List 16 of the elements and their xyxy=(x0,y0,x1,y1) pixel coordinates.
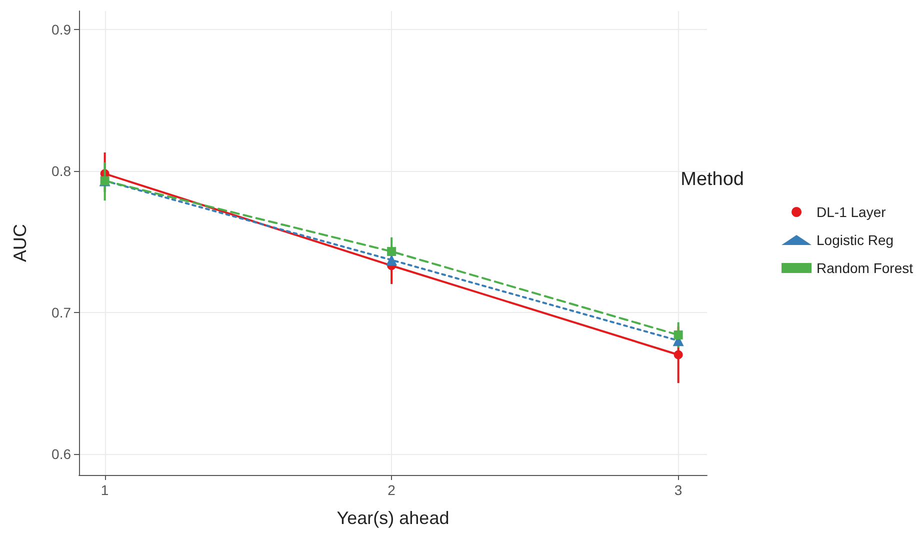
x-tick-label: 1 xyxy=(100,482,109,498)
legend-title: Method xyxy=(680,169,744,190)
legend-label: Logistic Reg xyxy=(816,232,894,248)
y-axis-title: AUC xyxy=(10,224,30,262)
y-tick-label: 0.7 xyxy=(52,304,72,320)
y-tick-label: 0.9 xyxy=(52,21,72,38)
point xyxy=(674,350,683,360)
y-tick-label: 0.6 xyxy=(52,446,72,462)
point xyxy=(387,246,396,256)
point xyxy=(674,330,683,340)
legend-label: Random Forest xyxy=(816,260,914,276)
x-tick-label: 3 xyxy=(674,482,682,498)
y-tick-label: 0.8 xyxy=(52,162,72,179)
x-tick-label: 2 xyxy=(388,482,396,498)
x-axis-title: Year(s) ahead xyxy=(336,508,450,528)
legend-label: DL-1 Layer xyxy=(816,204,886,220)
